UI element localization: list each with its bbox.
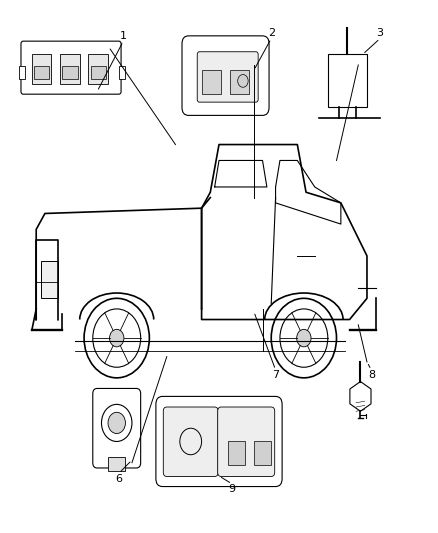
Text: 7: 7 (272, 370, 279, 380)
Bar (254, 441, 271, 465)
Bar (108, 457, 125, 471)
Text: 2: 2 (268, 28, 275, 38)
Text: 6: 6 (115, 474, 122, 483)
Circle shape (297, 329, 311, 347)
Bar (328, 54, 367, 108)
Text: 8: 8 (368, 370, 375, 380)
Bar (34, 66, 49, 79)
Circle shape (108, 413, 125, 433)
Bar (41, 261, 58, 298)
Bar (62, 66, 78, 79)
Circle shape (238, 75, 248, 87)
FancyBboxPatch shape (93, 389, 141, 468)
Bar (60, 54, 80, 84)
Bar (91, 66, 106, 79)
Text: 9: 9 (229, 484, 236, 494)
Bar (88, 54, 108, 84)
Text: 3: 3 (377, 28, 384, 38)
Circle shape (110, 329, 124, 347)
FancyBboxPatch shape (156, 397, 282, 487)
FancyBboxPatch shape (163, 407, 218, 477)
Bar (119, 66, 125, 79)
Bar (19, 66, 25, 79)
Bar (230, 70, 250, 94)
FancyBboxPatch shape (218, 407, 275, 477)
FancyBboxPatch shape (182, 36, 269, 115)
FancyBboxPatch shape (21, 41, 121, 94)
Bar (32, 54, 51, 84)
FancyBboxPatch shape (197, 52, 258, 102)
Bar (228, 441, 245, 465)
Polygon shape (350, 382, 371, 411)
Text: 1: 1 (120, 31, 127, 41)
Bar (201, 70, 221, 94)
